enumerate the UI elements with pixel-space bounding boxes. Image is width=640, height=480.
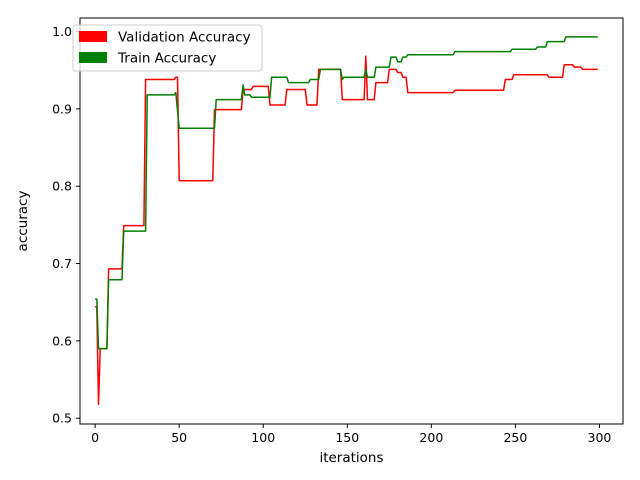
y-tick-label: 0.8	[52, 179, 72, 194]
legend: Validation Accuracy Train Accuracy	[72, 24, 263, 72]
x-tick-label: 200	[419, 430, 443, 445]
x-axis-label: iterations	[319, 450, 383, 466]
plot-lines	[95, 36, 598, 406]
x-tick-label: 250	[503, 430, 527, 445]
x-axis: 0 50 100 150 200 250 300	[91, 424, 611, 445]
legend-swatch-train	[79, 52, 107, 63]
x-tick-label: 100	[251, 430, 275, 445]
legend-label-validation: Validation Accuracy	[118, 30, 251, 46]
y-tick-label: 0.7	[52, 256, 72, 271]
x-tick-label: 150	[335, 430, 359, 445]
y-tick-label: 0.9	[52, 101, 72, 116]
y-tick-label: 1.0	[52, 24, 72, 39]
train-accuracy-line	[95, 36, 598, 350]
x-tick-label: 50	[171, 430, 187, 445]
x-tick-label: 300	[588, 430, 612, 445]
y-tick-label: 0.6	[52, 333, 72, 348]
y-axis-label: accuracy	[15, 191, 31, 252]
legend-swatch-validation	[79, 31, 107, 42]
legend-box	[72, 24, 263, 72]
x-tick-label: 0	[91, 430, 99, 445]
plot-frame	[79, 17, 624, 425]
y-axis: 0.5 0.6 0.7 0.8 0.9 1.0	[52, 24, 80, 426]
y-tick-label: 0.5	[52, 411, 72, 426]
validation-accuracy-line	[95, 55, 598, 406]
legend-label-train: Train Accuracy	[117, 51, 216, 67]
